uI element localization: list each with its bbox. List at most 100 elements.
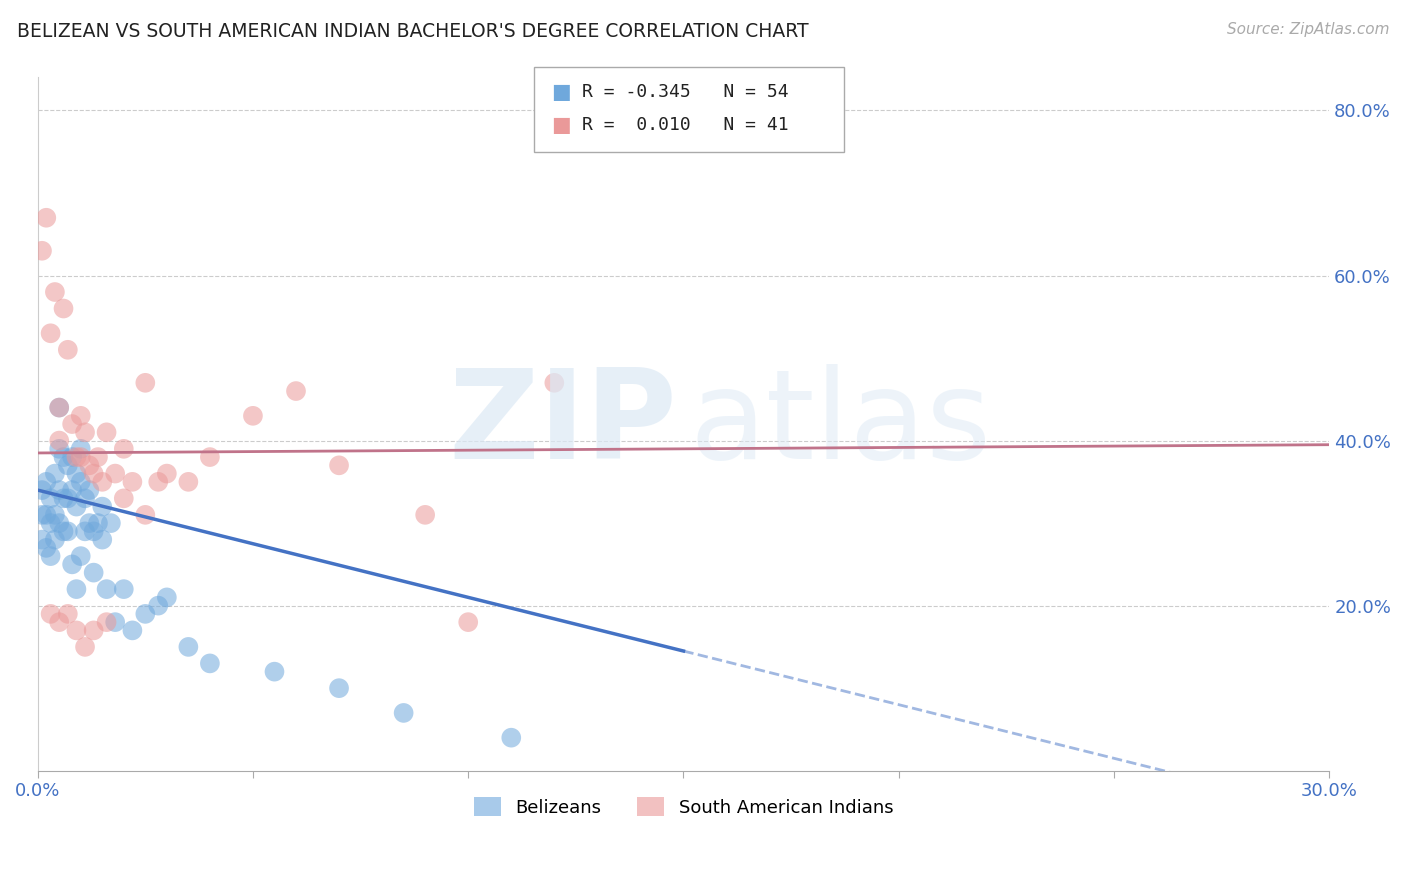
Point	[39, 549, 62, 563]
Point	[73, 524, 96, 539]
Point	[73, 640, 96, 654]
Text: ■: ■	[551, 115, 571, 135]
Point	[83, 624, 105, 638]
Text: ■: ■	[551, 82, 571, 102]
Point	[328, 458, 350, 473]
Point	[328, 681, 350, 695]
Point	[79, 516, 101, 530]
Point	[457, 615, 479, 629]
Point	[35, 508, 58, 522]
Point	[56, 491, 79, 506]
Point	[60, 558, 83, 572]
Point	[60, 417, 83, 431]
Point	[121, 475, 143, 489]
Point	[44, 533, 66, 547]
Point	[112, 491, 135, 506]
Point	[79, 483, 101, 497]
Point	[134, 376, 156, 390]
Point	[35, 211, 58, 225]
Point	[48, 401, 70, 415]
Point	[134, 508, 156, 522]
Point	[87, 450, 110, 464]
Point	[73, 491, 96, 506]
Point	[104, 467, 127, 481]
Point	[69, 475, 91, 489]
Point	[104, 615, 127, 629]
Point	[100, 516, 122, 530]
Point	[87, 516, 110, 530]
Point	[263, 665, 285, 679]
Text: ZIP: ZIP	[449, 364, 678, 484]
Point	[198, 450, 221, 464]
Point	[69, 409, 91, 423]
Point	[91, 500, 114, 514]
Point	[56, 343, 79, 357]
Point	[65, 624, 87, 638]
Text: Source: ZipAtlas.com: Source: ZipAtlas.com	[1226, 22, 1389, 37]
Point	[69, 549, 91, 563]
Point	[65, 467, 87, 481]
Point	[156, 591, 179, 605]
Point	[48, 434, 70, 448]
Point	[48, 401, 70, 415]
Point	[52, 450, 75, 464]
Point	[35, 541, 58, 555]
Point	[91, 533, 114, 547]
Point	[39, 516, 62, 530]
Point	[83, 467, 105, 481]
Point	[392, 706, 415, 720]
Text: atlas: atlas	[690, 364, 993, 484]
Point	[56, 458, 79, 473]
Point	[148, 475, 170, 489]
Point	[31, 533, 53, 547]
Point	[52, 491, 75, 506]
Point	[44, 285, 66, 299]
Point	[242, 409, 264, 423]
Point	[177, 475, 200, 489]
Text: R = -0.345   N = 54: R = -0.345 N = 54	[582, 83, 789, 101]
Point	[96, 582, 118, 596]
Point	[56, 607, 79, 621]
Point	[112, 442, 135, 456]
Point	[39, 607, 62, 621]
Point	[543, 376, 565, 390]
Point	[79, 458, 101, 473]
Point	[148, 599, 170, 613]
Point	[60, 450, 83, 464]
Point	[56, 524, 79, 539]
Point	[48, 442, 70, 456]
Point	[96, 615, 118, 629]
Point	[48, 483, 70, 497]
Point	[48, 516, 70, 530]
Point	[413, 508, 436, 522]
Point	[198, 657, 221, 671]
Point	[65, 582, 87, 596]
Point	[91, 475, 114, 489]
Point	[156, 467, 179, 481]
Point	[39, 491, 62, 506]
Point	[44, 508, 66, 522]
Point	[73, 425, 96, 440]
Text: R =  0.010   N = 41: R = 0.010 N = 41	[582, 116, 789, 134]
Point	[35, 475, 58, 489]
Point	[69, 450, 91, 464]
Point	[501, 731, 523, 745]
Point	[39, 326, 62, 341]
Legend: Belizeans, South American Indians: Belizeans, South American Indians	[467, 790, 901, 824]
Point	[96, 425, 118, 440]
Point	[177, 640, 200, 654]
Point	[60, 483, 83, 497]
Point	[31, 244, 53, 258]
Point	[112, 582, 135, 596]
Point	[285, 384, 308, 398]
Point	[48, 615, 70, 629]
Point	[65, 450, 87, 464]
Point	[121, 624, 143, 638]
Point	[69, 442, 91, 456]
Point	[44, 467, 66, 481]
Point	[83, 566, 105, 580]
Point	[83, 524, 105, 539]
Text: BELIZEAN VS SOUTH AMERICAN INDIAN BACHELOR'S DEGREE CORRELATION CHART: BELIZEAN VS SOUTH AMERICAN INDIAN BACHEL…	[17, 22, 808, 41]
Point	[134, 607, 156, 621]
Point	[31, 508, 53, 522]
